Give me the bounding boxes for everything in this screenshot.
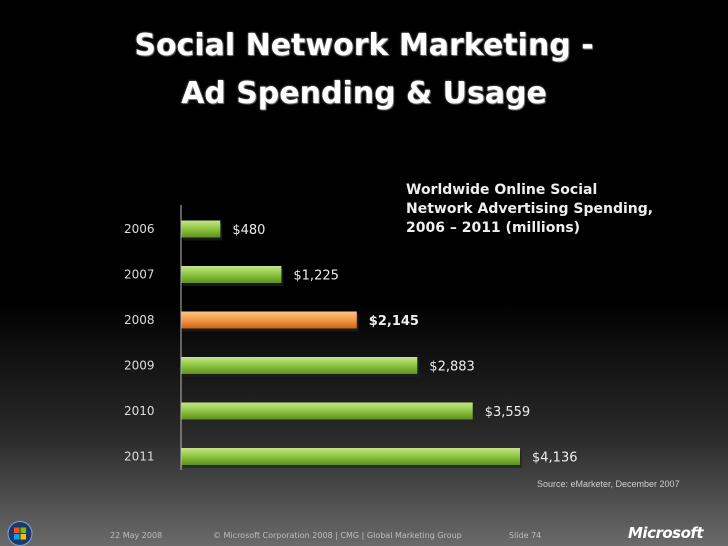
bar-2009: [181, 357, 418, 374]
source-note: Source: eMarketer, December 2007: [537, 479, 680, 489]
footer-slide-number: Slide 74: [509, 531, 542, 540]
windows-logo-icon: [7, 521, 33, 546]
data-label-2010: $3,559: [485, 405, 531, 420]
footer-copyright: © Microsoft Corporation 2008 | CMG | Glo…: [213, 531, 462, 540]
slide-title-line-1: Social Network Marketing -: [134, 28, 594, 63]
category-label-2007: 2007: [124, 268, 155, 282]
slide-title-line-2: Ad Spending & Usage: [181, 76, 547, 111]
footer-date: 22 May 2008: [110, 531, 163, 540]
category-label-2008: 2008: [124, 313, 155, 327]
category-label-2009: 2009: [124, 359, 155, 373]
category-label-2010: 2010: [124, 404, 155, 418]
chart-title-line-3: 2006 – 2011 (millions): [406, 220, 581, 236]
chart-title-line-2: Network Advertising Spending,: [406, 201, 654, 217]
category-label-2006: 2006: [124, 222, 155, 236]
data-label-2011: $4,136: [532, 451, 578, 466]
category-label-2011: 2011: [124, 450, 155, 464]
bar-2006: [181, 220, 221, 238]
bar-2011: [181, 448, 520, 465]
microsoft-logo: Microsoft: [628, 524, 704, 542]
data-label-2008: $2,145: [369, 314, 419, 329]
bar-2010: [181, 402, 473, 420]
data-label-2007: $1,225: [293, 269, 339, 284]
chart-title: Worldwide Online Social Network Advertis…: [406, 181, 726, 238]
data-label-2006: $480: [232, 223, 265, 238]
bar-2008: [181, 311, 357, 329]
data-label-2009: $2,883: [429, 360, 475, 375]
chart-title-line-1: Worldwide Online Social: [406, 182, 598, 198]
bar-2007: [181, 266, 282, 283]
